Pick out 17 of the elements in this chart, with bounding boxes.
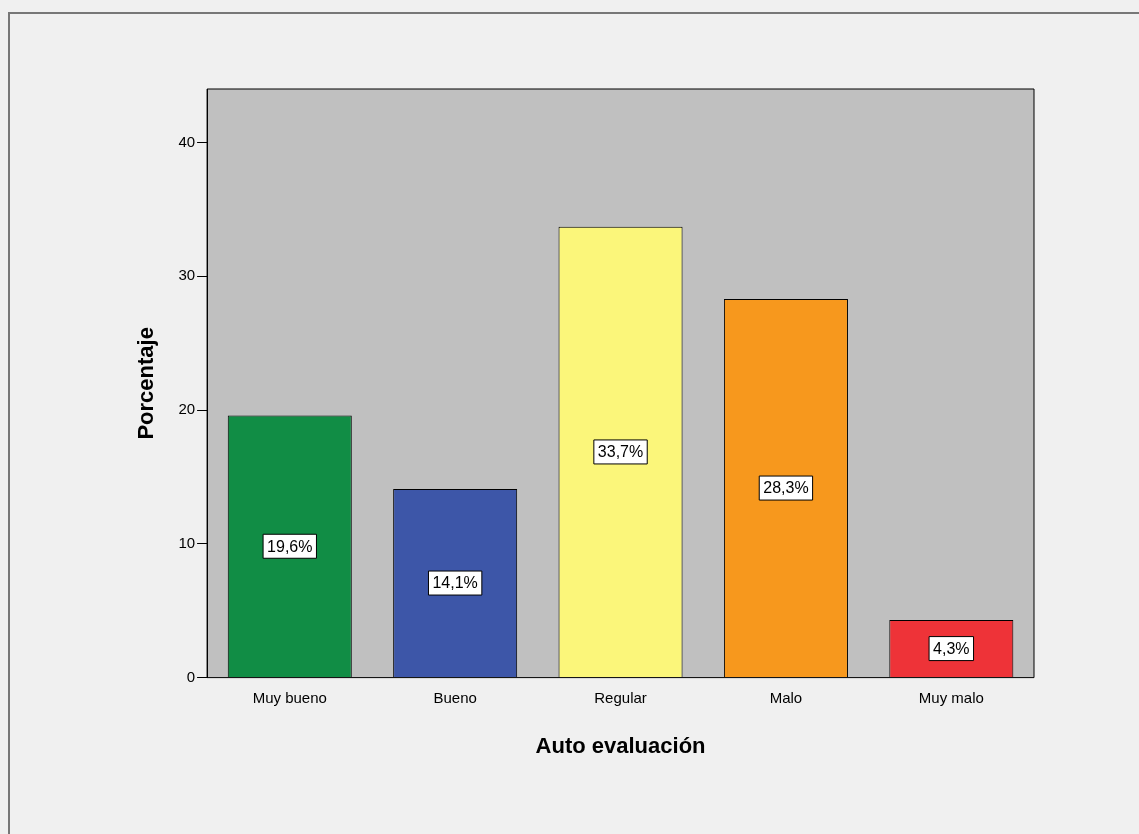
y-tick-label: 30 [178, 266, 196, 284]
data-label: 33,7% [597, 443, 644, 461]
y-tick-label: 0 [186, 667, 196, 685]
x-tick-label: Bueno [433, 688, 477, 706]
data-label: 4,3% [933, 640, 970, 657]
y-axis-title: Porcentaje [133, 327, 159, 440]
x-tick-label: Regular [594, 688, 647, 706]
x-axis-title: Auto evaluación [535, 732, 706, 758]
x-tick-label: Malo [769, 688, 803, 706]
x-tick-label: Muy bueno [252, 688, 327, 706]
x-tick-label: Muy malo [918, 688, 984, 706]
data-label: 28,3% [763, 479, 809, 497]
data-label: 19,6% [267, 537, 313, 555]
y-tick-label: 10 [178, 533, 196, 551]
y-tick-label: 40 [178, 132, 196, 150]
y-tick-label: 20 [178, 400, 196, 418]
data-label: 14,1% [432, 574, 478, 592]
